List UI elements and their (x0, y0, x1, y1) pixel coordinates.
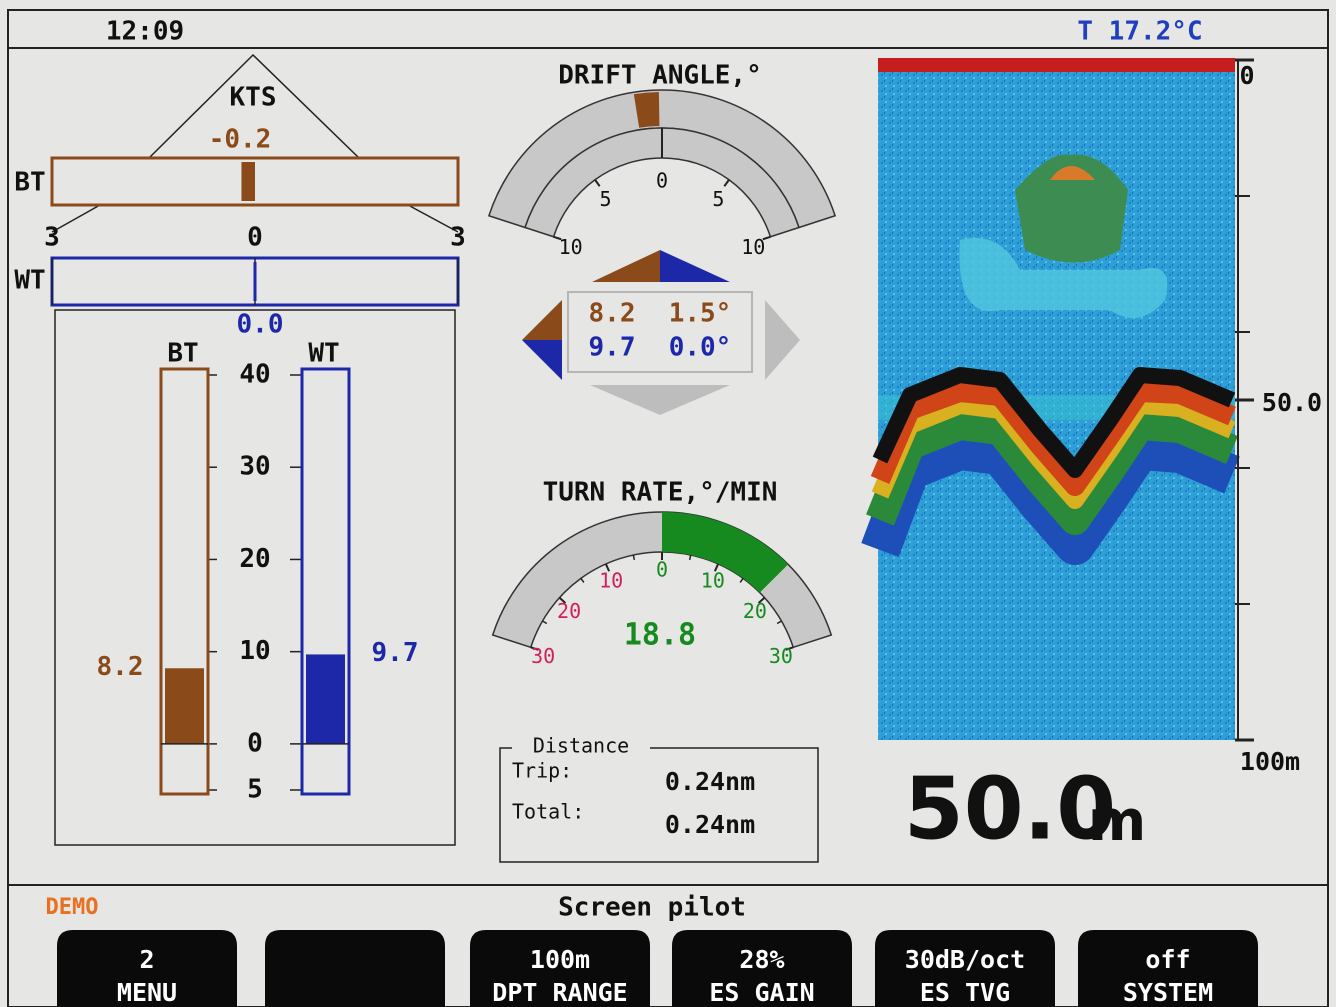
depth-unit: m (1088, 789, 1146, 854)
softkey-value: 28% (739, 945, 784, 974)
wt-transverse-value: 0.0 (237, 310, 284, 340)
softkey[interactable] (265, 930, 445, 1007)
softkey-value: 30dB/oct (905, 945, 1025, 974)
distance-title: Distance (533, 734, 629, 758)
turn-tick-label: 10 (701, 568, 725, 592)
surface-band (878, 58, 1235, 72)
speed-bar-name: WT (308, 339, 339, 369)
bt-drift-readout: 1.5° (669, 299, 732, 329)
speed-tick-label: 30 (239, 452, 270, 482)
turn-rate-value: 18.8 (624, 618, 696, 653)
softkey-label: ES TVG (920, 978, 1010, 1007)
wt-speed-readout: 9.7 (589, 333, 636, 363)
drift-tick-label: 5 (600, 187, 612, 211)
softkey-label: DPT RANGE (492, 978, 627, 1007)
depth-tick-label: 100m (1240, 747, 1300, 776)
softkey-value: off (1145, 945, 1190, 974)
softkey-label: MENU (117, 978, 177, 1007)
drift-tick-label: 10 (741, 235, 765, 259)
bt-transverse-indicator (241, 162, 255, 201)
turn-minor-tick (690, 555, 691, 560)
clock: 12:09 (106, 17, 184, 47)
turn-tick-label: 0 (656, 558, 668, 582)
screen-name: Screen pilot (558, 893, 746, 923)
drift-tick-label: 5 (712, 187, 724, 211)
depth-readout: 50.0 (904, 759, 1116, 859)
drift-tick-label: 0 (656, 169, 668, 193)
bt-transverse-value: -0.2 (209, 125, 272, 155)
depth-tick-label: 50.0 (1262, 388, 1322, 417)
total-label: Total: (512, 800, 584, 824)
speed-tick-label: 0 (247, 728, 263, 758)
speed-bar (165, 668, 204, 744)
wt-drift-readout: 0.0° (669, 333, 732, 363)
echogram (878, 58, 1250, 740)
drift-tick-label: 10 (559, 235, 583, 259)
speed-tick-label: 20 (239, 544, 270, 574)
softkey-label: SYSTEM (1123, 978, 1213, 1007)
transverse-tick-label: 3 (450, 223, 466, 253)
turn-tick-label: 20 (557, 599, 581, 623)
softkey-value: 100m (530, 945, 590, 974)
turn-tick-label: 30 (769, 644, 793, 668)
bt-label: BT (14, 168, 45, 198)
transverse-tick-label: 3 (44, 223, 60, 253)
speed-bar-name: BT (167, 339, 198, 369)
turn-title: TURN RATE,°/MIN (543, 478, 778, 508)
trip-label: Trip: (512, 759, 572, 783)
screen: 12:09 T 17.2°C KTS BT WT 8.2 1.5° 9.7 0.… (0, 0, 1336, 1007)
softkey-value: 2 (139, 945, 154, 974)
softkey-label: ES GAIN (709, 978, 814, 1007)
speed-tick-label: 40 (239, 360, 270, 390)
turn-tick-label: 10 (599, 568, 623, 592)
water-temperature: T 17.2°C (1077, 17, 1202, 47)
bt-speed-readout: 8.2 (589, 299, 636, 329)
speed-bar (306, 654, 345, 743)
speed-bar-value: 8.2 (97, 652, 144, 682)
speed-tick-label: 5 (247, 775, 263, 805)
mode: DEMO (46, 895, 99, 920)
turn-tick-label: 20 (743, 599, 767, 623)
transverse-tick-label: 0 (247, 223, 263, 253)
speed-bar-value: 9.7 (372, 638, 419, 668)
wt-label: WT (14, 266, 45, 296)
unit-label: KTS (230, 83, 277, 113)
turn-tick-label: 30 (531, 644, 555, 668)
speed-tick-label: 10 (239, 636, 270, 666)
drift-title: DRIFT ANGLE,° (558, 61, 762, 91)
depth-tick-label: 0 (1239, 61, 1254, 90)
total-value: 0.24nm (665, 810, 755, 839)
turn-minor-tick (633, 555, 634, 560)
trip-value: 0.24nm (665, 767, 755, 796)
